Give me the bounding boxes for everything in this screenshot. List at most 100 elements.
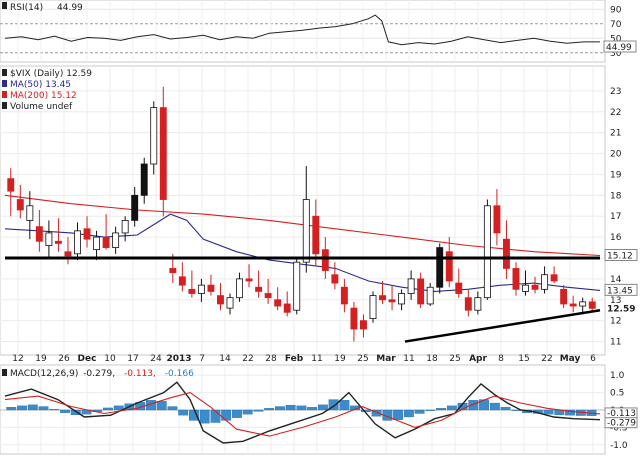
candle <box>464 289 472 317</box>
macd-histogram-bar <box>103 407 113 411</box>
candle-body <box>264 293 272 299</box>
candle <box>436 243 444 294</box>
macd-histogram-bar <box>38 406 49 411</box>
candle <box>360 314 367 338</box>
price-tick-label: 13 <box>610 296 621 306</box>
rsi-legend: RSI(14) 44.99 <box>2 2 83 13</box>
candle <box>560 285 568 309</box>
candle <box>188 270 196 298</box>
rsi-legend-swatch <box>2 2 7 9</box>
candle <box>502 220 510 279</box>
macd-histogram-bar <box>436 408 447 411</box>
candle-body <box>207 284 215 292</box>
x-tick-label: 8 <box>498 354 504 364</box>
macd-histogram-bar <box>6 407 17 411</box>
price-value-label-text: 13.45 <box>607 286 633 296</box>
price-legend-swatch <box>2 80 7 87</box>
candle-body <box>102 236 110 248</box>
rsi-last-value-label: 44.99 <box>606 43 632 53</box>
x-tick-label: Mar <box>376 354 396 364</box>
x-tick-label: 11 <box>403 354 414 364</box>
price-legend-label: Volume undef <box>10 102 73 112</box>
macd-lines <box>4 381 601 444</box>
candle-body <box>112 232 120 248</box>
candle <box>217 283 224 311</box>
price-tick-label: 19 <box>610 170 622 180</box>
price-tick-label: 16 <box>610 233 622 243</box>
macd-histogram-bar <box>49 409 60 411</box>
candle <box>493 189 501 246</box>
x-tick-label: 15 <box>518 354 529 364</box>
candle <box>407 270 415 300</box>
candle <box>74 222 81 261</box>
price-tick-label: 11 <box>610 338 621 348</box>
candle <box>283 291 291 317</box>
rsi-y-axis: 90 70 50 30 <box>610 5 622 59</box>
candle <box>417 272 425 309</box>
candle-body <box>398 293 406 305</box>
price-tick-label: 23 <box>610 87 621 97</box>
macd-histogram-bar <box>565 409 575 416</box>
macd-legend-swatch <box>2 369 7 376</box>
x-tick-label: 18 <box>426 354 438 364</box>
candle <box>112 226 120 254</box>
candle-body <box>588 301 596 309</box>
price-value-labels: 15.12 13.45 12.59 <box>604 248 638 314</box>
macd-panel: 1.00.50.0-0.5-1.0 MACD(12,26,9)-0.279,-0… <box>0 364 638 455</box>
x-tick-label: Dec <box>78 354 97 364</box>
price-panel: 23222120191817161514131211 $VIX (Daily) … <box>0 65 638 356</box>
price-value-label: 12.59 <box>607 304 635 314</box>
candle-body <box>7 178 15 192</box>
rsi-tick-label: 70 <box>610 20 622 30</box>
candle-body <box>74 230 81 255</box>
macd-histogram-bar <box>371 409 382 417</box>
price-tick-label: 22 <box>610 108 621 118</box>
price-tick-label: 17 <box>610 212 621 222</box>
price-legend-label: MA(50) 13.45 <box>10 80 71 90</box>
candle-body <box>350 307 358 330</box>
candle-body <box>331 274 339 284</box>
candle <box>197 278 205 302</box>
macd-histogram-bar <box>156 401 167 411</box>
price-value-label: 15.12 <box>604 248 638 261</box>
macd-histogram-bar <box>232 409 242 418</box>
price-legend-swatch <box>2 69 7 76</box>
x-tick-label: 17 <box>127 354 138 364</box>
macd-histogram-bar <box>500 407 511 411</box>
candle <box>312 199 320 267</box>
candle <box>264 278 272 304</box>
candle <box>26 191 34 240</box>
candle <box>302 166 310 273</box>
candle <box>569 295 577 313</box>
candle <box>550 266 558 284</box>
ma200-line <box>4 194 601 257</box>
price-legend-swatch <box>2 91 7 98</box>
candle-body <box>93 236 101 251</box>
candle <box>16 184 24 219</box>
x-tick-label: May <box>560 354 581 364</box>
macd-histogram-bar <box>264 408 275 411</box>
candle-body <box>474 297 482 311</box>
rsi-legend-value: 44.99 <box>57 3 83 13</box>
candle <box>274 287 282 311</box>
candle-body <box>169 268 177 274</box>
macd-legend-label: MACD(12,26,9) <box>10 369 78 379</box>
macd-histogram-bar <box>210 409 221 423</box>
price-value-label-frame <box>604 283 638 296</box>
candle <box>340 278 348 313</box>
macd-tick-label: 0.5 <box>610 389 624 399</box>
candle-body <box>302 199 310 263</box>
candle-body <box>579 301 587 307</box>
candle-body <box>531 284 539 290</box>
x-tick-label: 19 <box>35 354 47 364</box>
macd-histogram-bar <box>296 405 307 411</box>
candle <box>474 291 482 315</box>
price-tick-label: 12 <box>610 317 621 327</box>
price-tick-label: 14 <box>610 275 622 285</box>
candle <box>483 199 491 300</box>
candle <box>178 262 186 292</box>
macd-histogram-bar <box>328 399 339 411</box>
candle <box>579 297 587 315</box>
price-tick-label: 18 <box>610 191 622 201</box>
macd-histogram-bar <box>113 405 124 411</box>
